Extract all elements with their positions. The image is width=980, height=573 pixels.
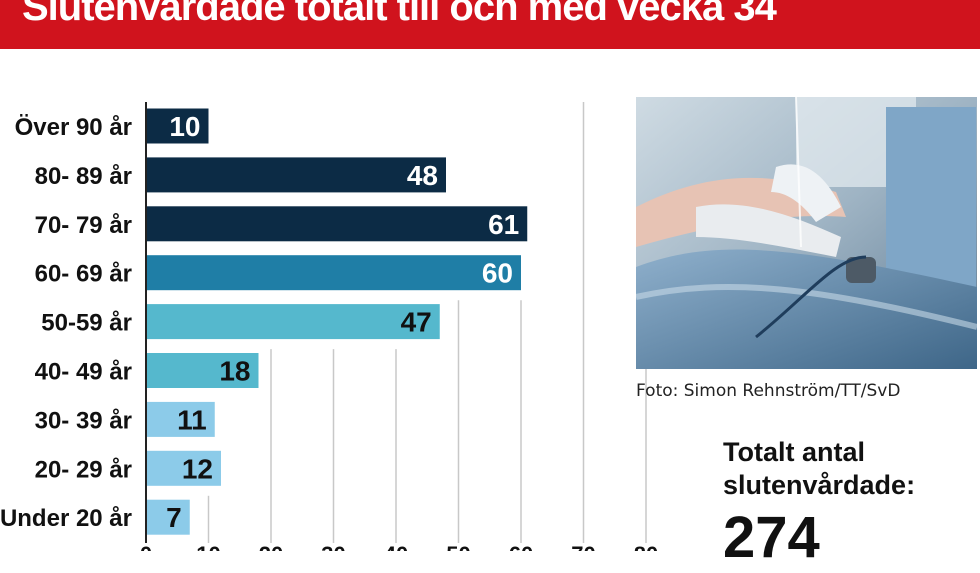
category-label: 20- 29 år [35, 456, 132, 483]
x-tick-label: 50 [446, 542, 470, 551]
category-label: 70- 79 år [35, 212, 132, 239]
total-value: 274 [723, 505, 820, 570]
x-tick-label: 30 [321, 542, 345, 551]
data-label: 61 [488, 209, 519, 240]
category-label: 60- 69 år [35, 261, 132, 288]
photo-illustration [636, 97, 977, 369]
bar [146, 108, 209, 144]
data-label: 7 [166, 502, 182, 533]
data-label: 11 [177, 404, 207, 435]
bar [146, 353, 259, 388]
bar [146, 157, 446, 193]
hospital-photo [636, 97, 977, 369]
x-tick-label: 10 [196, 542, 220, 551]
bar [146, 499, 190, 535]
x-tick-label: 40 [384, 542, 408, 551]
bar [146, 401, 215, 437]
category-label: Under 20 år [0, 505, 132, 532]
data-label: 48 [407, 160, 438, 191]
category-label: 40- 49 år [35, 359, 132, 386]
bar [146, 206, 528, 242]
total-label: Totalt antal slutenvårdade: [723, 437, 916, 500]
category-label: 80- 89 år [35, 163, 132, 190]
data-label: 18 [219, 356, 250, 387]
bar [146, 255, 521, 291]
data-label: 12 [182, 453, 213, 484]
x-tick-label: 60 [509, 542, 533, 551]
page-title: Slutenvårdade totalt till och med vecka … [22, 0, 777, 29]
data-label: 47 [401, 307, 432, 338]
category-label: 30- 39 år [35, 407, 132, 434]
x-tick-label: 80 [634, 542, 658, 551]
x-tick-label: 0 [140, 542, 152, 551]
category-label: Över 90 år [15, 114, 132, 141]
data-label: 10 [169, 111, 200, 142]
photo-credit: Foto: Simon Rehnström/TT/SvD [636, 381, 901, 401]
bar [146, 450, 221, 486]
title-banner: Slutenvårdade totalt till och med vecka … [0, 0, 980, 49]
bar [146, 304, 440, 340]
x-tick-label: 70 [571, 542, 595, 551]
bar-chart: Över 90 år 10 80- 89 år 48 70- 79 år 61 60- 69… [0, 102, 658, 551]
data-label: 60 [482, 258, 513, 289]
x-tick-label: 20 [259, 542, 283, 551]
category-label: 50-59 år [41, 310, 132, 337]
